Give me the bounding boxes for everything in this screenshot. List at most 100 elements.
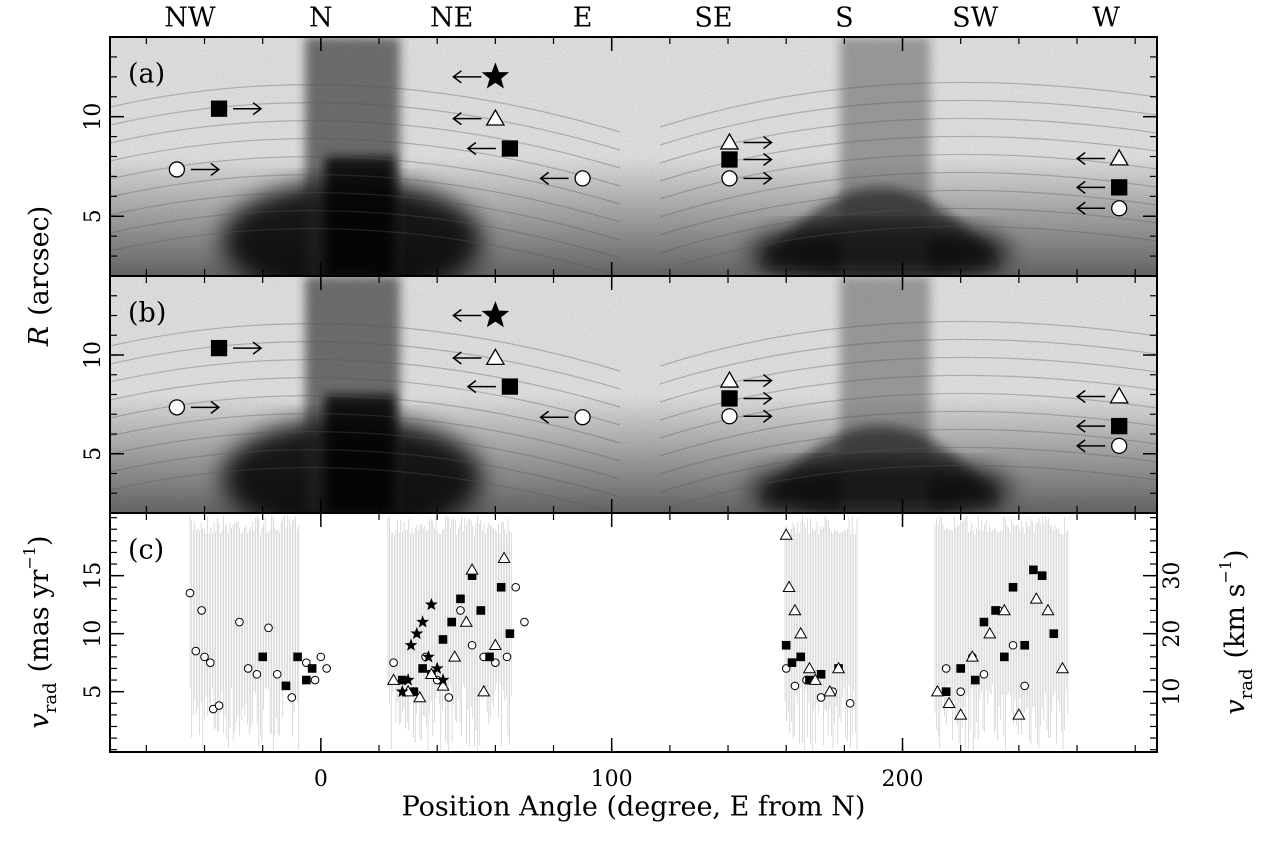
square-marker xyxy=(1037,571,1047,580)
square-marker xyxy=(787,658,797,667)
arrow xyxy=(1075,151,1106,166)
circle-marker xyxy=(941,664,951,673)
image-arc xyxy=(110,341,621,390)
image-arc xyxy=(110,449,621,498)
image-arc xyxy=(659,338,1157,385)
image-arc xyxy=(110,413,621,462)
triangle-marker xyxy=(719,132,740,150)
direction-label: SW xyxy=(952,3,998,34)
axis-label-part: −1 xyxy=(20,546,39,570)
square-marker xyxy=(210,100,228,117)
y-tick-label: 5 xyxy=(81,685,106,699)
star-marker xyxy=(404,638,418,651)
circle-marker xyxy=(316,652,326,662)
arrow xyxy=(539,410,569,424)
circle-marker xyxy=(168,399,186,416)
image-arc xyxy=(110,174,621,223)
triangle-marker xyxy=(997,603,1011,616)
square-marker xyxy=(505,629,515,638)
circle-marker xyxy=(721,408,738,425)
square-marker xyxy=(418,664,427,673)
circle-marker xyxy=(456,606,465,615)
triangle-marker xyxy=(436,679,450,691)
triangle-marker xyxy=(823,684,837,697)
star-marker xyxy=(422,650,435,663)
triangle-marker xyxy=(386,673,401,685)
axis-label-part: (mas yr xyxy=(24,570,55,673)
square-marker xyxy=(1008,582,1018,592)
circle-marker xyxy=(389,658,398,667)
triangle-marker xyxy=(788,603,802,616)
arrow xyxy=(452,351,482,365)
star-marker xyxy=(416,615,430,628)
direction-label: W xyxy=(1092,3,1120,34)
arrow xyxy=(1075,180,1106,194)
arrow xyxy=(743,152,773,167)
axis-label: vrad (km s−1) xyxy=(1216,549,1257,714)
y-tick-label: 10 xyxy=(81,103,106,131)
image-arc xyxy=(659,225,1157,272)
panel-label: (c) xyxy=(128,535,164,566)
square-marker xyxy=(307,664,317,673)
axis-label-part: ) xyxy=(1220,549,1251,560)
triangle-marker xyxy=(782,580,796,593)
axis-label-part: rad xyxy=(1236,668,1257,699)
triangle-marker xyxy=(1041,603,1055,616)
circle-marker xyxy=(956,687,965,696)
image-arc xyxy=(110,467,616,513)
direction-label: SE xyxy=(694,3,732,34)
square-marker xyxy=(796,652,806,662)
triangle-marker xyxy=(954,708,968,720)
circle-marker xyxy=(979,669,989,679)
square-marker xyxy=(721,151,738,168)
image-cone xyxy=(760,425,1000,505)
circle-marker xyxy=(721,170,738,187)
image-band xyxy=(325,394,395,513)
x-tick-label: 100 xyxy=(591,767,633,792)
triangle-marker xyxy=(485,348,506,365)
triangle-marker xyxy=(930,684,945,697)
circle-marker xyxy=(214,701,224,710)
image-arc xyxy=(110,210,621,259)
square-marker xyxy=(501,378,519,395)
image-cone xyxy=(760,187,1000,268)
image-arc xyxy=(110,120,621,169)
star-marker xyxy=(424,597,438,611)
square-marker xyxy=(956,664,965,673)
triangle-marker xyxy=(942,696,956,709)
triangle-marker xyxy=(779,528,793,540)
image-arc xyxy=(659,117,1157,164)
circle-marker xyxy=(1020,681,1029,691)
axis-label-part: rad xyxy=(40,682,61,713)
y-tick-label: 5 xyxy=(81,447,106,461)
y-tick-label: 10 xyxy=(81,341,106,369)
axis-label-part: R xyxy=(24,326,55,347)
arrow xyxy=(1075,201,1106,215)
circle-marker xyxy=(310,675,320,685)
square-marker xyxy=(210,339,228,357)
triangle-marker xyxy=(719,370,740,388)
circle-marker xyxy=(574,170,591,187)
triangle-marker xyxy=(1029,592,1043,604)
square-marker xyxy=(1049,629,1059,638)
arrow xyxy=(539,171,569,186)
triangle-marker xyxy=(794,626,808,639)
triangle-marker xyxy=(1109,386,1129,404)
square-marker xyxy=(438,635,448,644)
triangle-marker xyxy=(424,667,438,680)
image-arc xyxy=(659,153,1157,200)
direction-label: NE xyxy=(430,3,473,34)
star-marker xyxy=(481,62,510,89)
square-marker xyxy=(816,669,826,679)
axis-label-part: (km s xyxy=(1220,584,1251,659)
image-arc xyxy=(110,431,621,480)
triangle-marker xyxy=(459,615,473,627)
star-marker xyxy=(401,673,415,686)
triangle-marker xyxy=(1109,148,1129,166)
circle-marker xyxy=(243,664,253,673)
x-tick-label: 0 xyxy=(314,767,328,792)
triangle-marker xyxy=(413,690,427,703)
arrow xyxy=(743,135,773,150)
star-marker xyxy=(481,301,510,328)
arrow xyxy=(190,400,221,414)
